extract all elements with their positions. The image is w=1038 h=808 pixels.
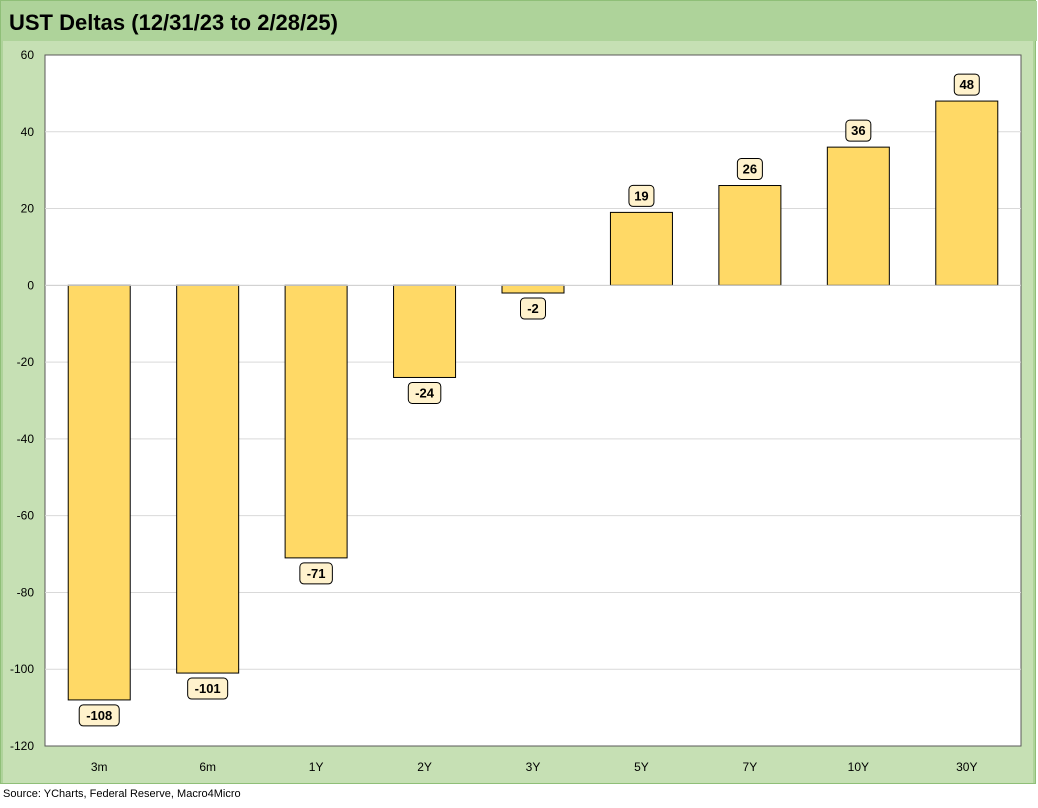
title-bar: UST Deltas (12/31/23 to 2/28/25) [1, 1, 1037, 41]
bar [393, 284, 457, 378]
x-tick-label: 6m [199, 760, 216, 774]
chart-frame: UST Deltas (12/31/23 to 2/28/25) 60 40 20 0… [0, 0, 1037, 784]
data-label: 26 [743, 162, 757, 177]
data-label: 36 [851, 123, 865, 138]
x-tick-label: 3Y [526, 760, 541, 774]
bar [67, 284, 131, 701]
data-label-box [628, 184, 655, 207]
bar [935, 100, 999, 286]
bar [718, 185, 782, 286]
data-label-box [845, 119, 872, 142]
y-tick-label: -100 [10, 662, 34, 676]
bar-chart: 60 40 20 0 -20 -40 -60 -80 -100 -120 -108 3m -101 6m -… [10, 48, 1022, 774]
x-tick-label: 5Y [634, 760, 649, 774]
y-tick-label: -120 [10, 739, 34, 753]
y-tick-label: 60 [21, 48, 35, 62]
data-label: -71 [307, 566, 326, 581]
x-tick-label: 2Y [417, 760, 432, 774]
data-label-box [407, 381, 442, 404]
bar [501, 284, 565, 294]
bar [826, 146, 890, 286]
data-label-box [187, 677, 229, 700]
y-tick-label: -80 [17, 585, 35, 599]
data-label-box [736, 158, 763, 181]
data-label-box [520, 297, 546, 320]
data-label: 48 [960, 77, 974, 92]
chart-title: UST Deltas (12/31/23 to 2/28/25) [9, 10, 338, 35]
x-tick-label: 3m [91, 760, 108, 774]
y-tick-label: 40 [21, 125, 35, 139]
data-label: -24 [415, 385, 435, 400]
data-label: -101 [195, 681, 221, 696]
data-label-box [78, 704, 120, 727]
x-tick-label: 7Y [743, 760, 758, 774]
x-tick-label: 1Y [309, 760, 324, 774]
x-tick-label: 10Y [848, 760, 869, 774]
source-note: Source: YCharts, Federal Reserve, Macro4… [3, 788, 241, 800]
data-label: -2 [527, 301, 539, 316]
y-tick-label: -60 [17, 509, 35, 523]
bar [284, 284, 348, 559]
data-label: -108 [86, 708, 112, 723]
bar [609, 211, 673, 286]
y-tick-label: -40 [17, 432, 35, 446]
y-tick-label: 20 [21, 202, 35, 216]
y-tick-label: -20 [17, 355, 35, 369]
data-label-box [953, 73, 980, 96]
data-label-box [299, 562, 333, 585]
data-label: 19 [634, 188, 648, 203]
y-tick-label: 0 [27, 278, 34, 292]
x-tick-label: 30Y [956, 760, 977, 774]
bar [176, 284, 240, 674]
